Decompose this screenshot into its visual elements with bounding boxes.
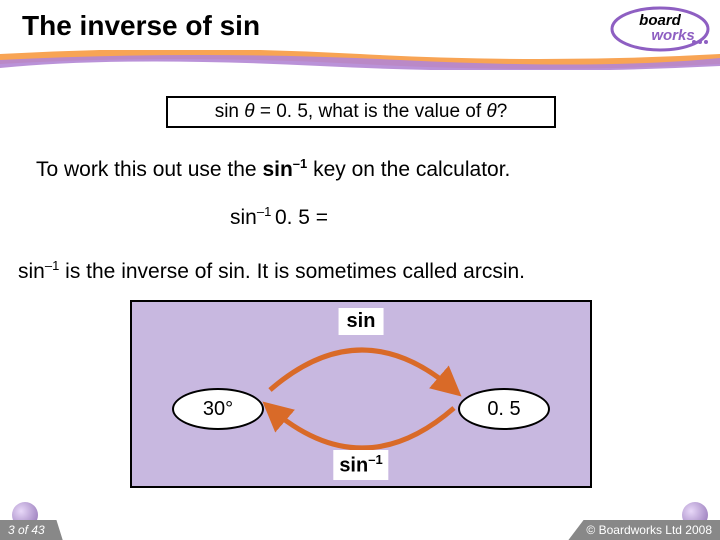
slide: The inverse of sin board works sin θ = 0…	[0, 0, 720, 540]
sin-inverse-label: sin–1	[333, 450, 388, 480]
instruction-line: To work this out use the sin–1 key on th…	[36, 156, 510, 182]
diagram-arrows	[262, 330, 462, 460]
right-oval: 0. 5	[458, 388, 550, 430]
definition-line: sin–1 is the inverse of sin. It is somet…	[18, 258, 525, 284]
left-oval: 30°	[172, 388, 264, 430]
copyright: © Boardworks Ltd 2008	[568, 520, 720, 540]
equation-lhs: sin–1 0. 5 =	[230, 204, 328, 230]
footer: 3 of 43 © Boardworks Ltd 2008	[0, 510, 720, 540]
question-box: sin θ = 0. 5, what is the value of θ?	[166, 96, 556, 128]
sin-label: sin	[339, 308, 384, 335]
boardworks-logo: board works	[610, 4, 710, 54]
page-counter: 3 of 43	[0, 520, 63, 540]
mapping-diagram: sin sin–1 30° 0. 5	[130, 300, 592, 488]
question-text: sin θ = 0. 5, what is the value of θ?	[215, 101, 508, 123]
header: The inverse of sin board works	[0, 0, 720, 74]
svg-text:works: works	[651, 27, 694, 44]
page-title: The inverse of sin	[22, 10, 260, 42]
